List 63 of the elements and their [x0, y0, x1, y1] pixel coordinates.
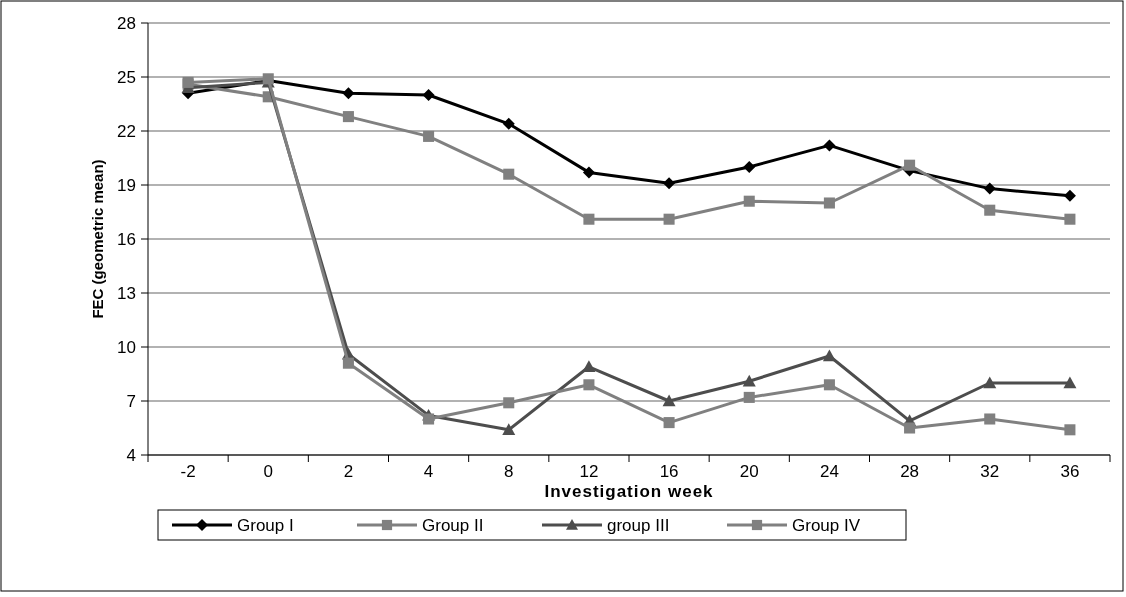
point [342, 111, 354, 123]
point [984, 204, 996, 216]
point [503, 168, 515, 180]
y-tick-label: 4 [126, 445, 136, 465]
point [984, 413, 996, 425]
point [742, 374, 756, 387]
y-tick-label: 22 [117, 121, 136, 141]
point [583, 379, 595, 391]
point [422, 89, 435, 101]
x-tick-label: 24 [819, 462, 839, 481]
point [582, 166, 595, 179]
point [663, 213, 675, 225]
legend-label: group III [607, 515, 670, 535]
legend-label: Group I [237, 515, 294, 535]
x-tick-label: 12 [579, 462, 599, 481]
point [423, 413, 435, 425]
point [1064, 213, 1076, 225]
point [663, 417, 675, 429]
point [582, 360, 596, 372]
point [823, 197, 835, 209]
x-tick-label: 8 [504, 462, 514, 481]
point [743, 161, 756, 173]
x-tick-label: 28 [900, 462, 920, 481]
y-tick-label: 25 [117, 67, 136, 87]
point [822, 349, 836, 362]
point [743, 195, 755, 207]
x-tick-label: 32 [980, 462, 1000, 481]
x-tick-label: -2 [180, 462, 196, 481]
point [904, 159, 916, 171]
point [904, 422, 916, 434]
point [502, 117, 515, 130]
point [983, 376, 997, 389]
y-tick-label: 16 [117, 229, 136, 249]
x-axis-title: Investigation week [544, 482, 714, 501]
y-tick-label: 13 [117, 283, 136, 303]
y-tick-label: 28 [117, 13, 136, 33]
legend-label: Group IV [792, 515, 861, 535]
legend-label: Group II [422, 515, 484, 535]
x-tick-label: 20 [739, 462, 759, 481]
point [983, 182, 996, 195]
y-tick-label: 19 [117, 175, 136, 195]
point [342, 357, 354, 369]
point [1064, 424, 1076, 436]
point [1063, 189, 1076, 202]
x-tick-label: 36 [1060, 462, 1080, 481]
point [743, 391, 755, 403]
point [823, 139, 836, 152]
point [583, 213, 595, 225]
point [823, 379, 835, 391]
point [502, 423, 516, 435]
y-tick-label: 10 [117, 337, 136, 357]
point [663, 177, 676, 190]
y-axis-title: FEC (geometric mean) [89, 159, 106, 319]
x-tick-label: 4 [423, 462, 434, 481]
y-tick-label: 7 [126, 391, 136, 411]
point [342, 87, 355, 100]
point [1063, 376, 1077, 389]
x-tick-label: 2 [343, 462, 354, 481]
point [503, 397, 515, 409]
point [662, 394, 676, 407]
point [423, 130, 435, 142]
x-tick-label: 16 [659, 462, 679, 481]
x-tick-label: 0 [263, 462, 273, 481]
